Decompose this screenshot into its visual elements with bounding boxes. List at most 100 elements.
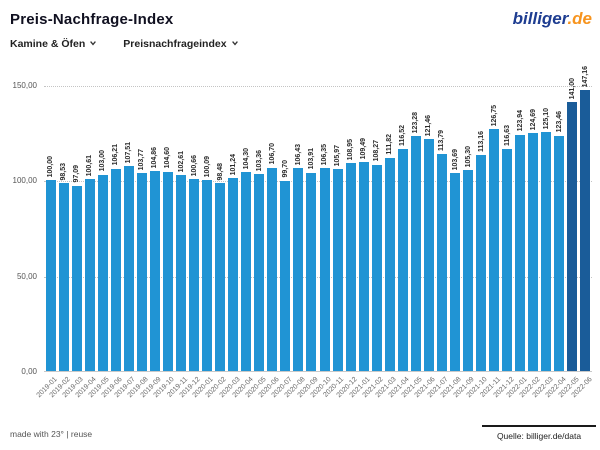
bar-value-label: 126,75 <box>490 104 498 127</box>
bar-value-label: 116,63 <box>503 124 511 146</box>
bar-2021-07[interactable] <box>436 154 447 371</box>
bar-value-label: 121,46 <box>425 115 433 137</box>
bar-value-label: 123,46 <box>555 111 563 133</box>
bar-value-label: 98,48 <box>216 162 224 181</box>
bar-2019-07[interactable] <box>123 166 134 371</box>
bar-2020-09[interactable] <box>306 172 317 371</box>
bar-value-label: 98,53 <box>60 162 68 181</box>
bar-2019-10[interactable] <box>162 171 173 371</box>
bar-2020-02[interactable] <box>215 183 226 371</box>
bar-2021-03[interactable] <box>384 157 395 371</box>
bar-2022-04[interactable] <box>554 135 565 371</box>
bar-value-label: 123,94 <box>516 110 524 132</box>
logo-text-de: .de <box>567 9 592 28</box>
gridline <box>44 181 592 183</box>
bar-2020-11[interactable] <box>332 168 343 371</box>
bar-2021-09[interactable] <box>463 170 474 371</box>
bar-value-label: 102,61 <box>177 150 185 173</box>
bar-2019-09[interactable] <box>149 171 160 371</box>
bar-2020-01[interactable] <box>202 180 213 371</box>
bar-value-label: 106,21 <box>112 144 120 166</box>
bar-value-label: 124,69 <box>529 108 537 131</box>
bar-value-label: 104,60 <box>164 147 172 169</box>
bar-2020-12[interactable] <box>345 163 356 371</box>
bar-2022-01[interactable] <box>515 134 526 371</box>
bar-value-label: 104,86 <box>151 146 159 169</box>
bar-2019-06[interactable] <box>110 168 121 371</box>
bar-2019-12[interactable] <box>189 179 200 371</box>
bar-value-label: 104,30 <box>242 147 250 170</box>
bar-value-label: 123,28 <box>412 111 420 133</box>
y-axis-tick-label: 50,00 <box>16 271 37 281</box>
bar-value-label: 105,30 <box>464 145 472 168</box>
bar-2022-05[interactable] <box>567 102 578 371</box>
bar-value-label: 113,16 <box>477 131 485 153</box>
bar-value-label: 103,00 <box>99 150 107 172</box>
page-title: Preis-Nachfrage-Index <box>10 11 174 28</box>
bar-value-label: 107,51 <box>125 141 133 164</box>
bar-2022-02[interactable] <box>528 133 539 371</box>
bar-value-label: 99,70 <box>281 160 289 178</box>
bar-value-label: 105,97 <box>334 144 342 166</box>
bar-chart: 100,00 2019-01 98,53 2019-02 97,09 2019-03 100… <box>0 66 600 423</box>
bar-value-label: 103,36 <box>255 149 263 171</box>
bar-2019-01[interactable] <box>45 180 56 371</box>
bar-2021-01[interactable] <box>358 162 369 371</box>
bar-value-label: 108,95 <box>347 138 355 161</box>
category-dropdown[interactable]: Kamine & Öfen <box>10 38 97 50</box>
bar-value-label: 106,43 <box>294 143 302 166</box>
billiger-de-logo: billiger.de <box>513 9 592 29</box>
bar-2020-08[interactable] <box>293 168 304 371</box>
made-with-credit: made with 23° | reuse <box>10 429 93 439</box>
bar-2021-04[interactable] <box>397 148 408 371</box>
bar-value-label: 100,00 <box>47 155 55 178</box>
bar-2020-03[interactable] <box>228 177 239 371</box>
y-axis-tick-label: 100,00 <box>12 176 37 186</box>
plot-area: 100,00 2019-01 98,53 2019-02 97,09 2019-03 100… <box>35 66 593 399</box>
bar-2020-07[interactable] <box>280 180 291 371</box>
bar-value-label: 109,49 <box>360 137 368 160</box>
bar-value-label: 100,66 <box>190 154 198 177</box>
bar-value-label: 125,10 <box>542 108 550 130</box>
bar-2019-05[interactable] <box>97 174 108 371</box>
bar-2019-02[interactable] <box>58 183 69 371</box>
bar-2020-05[interactable] <box>254 173 265 371</box>
bar-2021-02[interactable] <box>371 164 382 371</box>
bar-2019-04[interactable] <box>84 179 95 371</box>
bar-value-label: 103,91 <box>307 148 315 170</box>
bar-2021-11[interactable] <box>489 129 500 371</box>
bar-2019-03[interactable] <box>71 185 82 371</box>
bar-value-label: 97,09 <box>73 165 81 183</box>
bar-2020-06[interactable] <box>267 167 278 371</box>
bar-value-label: 116,52 <box>399 124 407 146</box>
bar-value-label: 111,82 <box>386 134 394 155</box>
metric-dropdown[interactable]: Preisnachfrageindex <box>123 38 238 50</box>
bar-2021-08[interactable] <box>450 173 460 371</box>
bar-value-label: 108,27 <box>373 140 381 162</box>
bar-value-label: 103,69 <box>451 148 459 171</box>
gridline <box>44 86 592 87</box>
bar-2021-12[interactable] <box>502 148 513 371</box>
bar-2022-06[interactable] <box>580 90 591 371</box>
y-axis-tick-label: 0,00 <box>21 367 37 376</box>
bar-value-label: 113,79 <box>438 130 446 152</box>
category-dropdown-label: Kamine & Öfen <box>10 38 86 50</box>
bar-value-label: 141,00 <box>568 77 576 100</box>
chevron-down-icon <box>231 38 239 50</box>
bar-value-label: 103,77 <box>138 148 146 171</box>
filter-bar: Kamine & Öfen Preisnachfrageindex <box>10 38 239 50</box>
bar-2019-11[interactable] <box>176 175 186 371</box>
bar-2020-04[interactable] <box>241 172 252 371</box>
y-axis-tick-label: 150,00 <box>12 81 37 90</box>
bar-value-label: 100,61 <box>86 154 94 177</box>
bar-value-label: 101,24 <box>229 153 237 175</box>
bar-value-label: 106,35 <box>321 143 329 166</box>
bar-2019-08[interactable] <box>136 173 147 371</box>
bar-2022-03[interactable] <box>541 132 552 371</box>
metric-dropdown-label: Preisnachfrageindex <box>123 38 227 50</box>
bar-2021-06[interactable] <box>423 139 434 371</box>
bar-2021-10[interactable] <box>476 155 487 371</box>
bar-2020-10[interactable] <box>319 168 330 371</box>
bar-2021-05[interactable] <box>410 135 421 371</box>
